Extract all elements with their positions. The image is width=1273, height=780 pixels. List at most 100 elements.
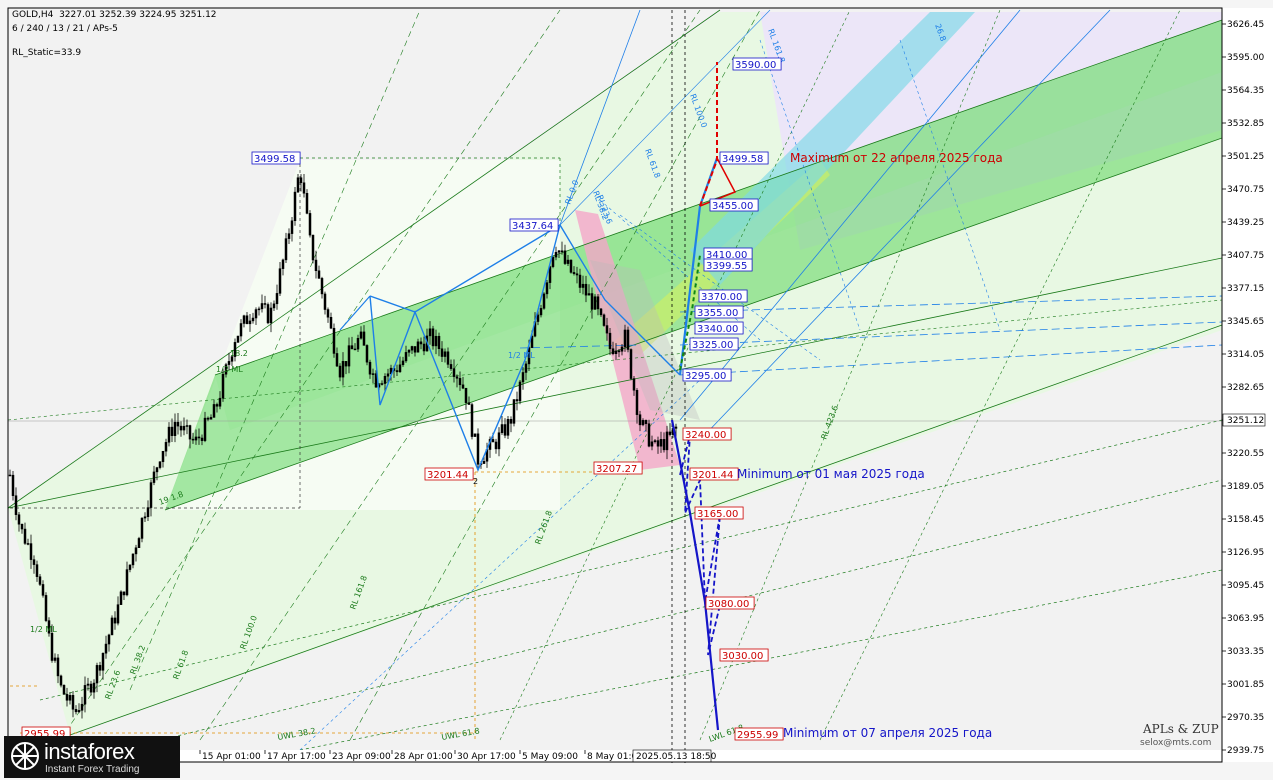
pivot-label: 3437.64 [512, 221, 553, 232]
candle-body [20, 523, 24, 530]
candle-body [368, 361, 372, 375]
candle-body [578, 274, 582, 288]
y-tick-label: 3189.05 [1227, 482, 1264, 492]
channel-label: 1/2 ML [216, 365, 243, 374]
level-box [719, 151, 769, 165]
channel-line [69, 324, 1223, 736]
y-tick-label: 3377.15 [1227, 284, 1264, 294]
y-tick-label: 3033.35 [1227, 647, 1264, 657]
y-tick-label: 3470.75 [1227, 185, 1264, 195]
candle-body [512, 399, 516, 424]
candle-body [650, 441, 654, 447]
bull-alt-path [679, 254, 701, 371]
channel-line [199, 9, 701, 741]
y-tick-label: 3626.45 [1227, 20, 1264, 30]
candle-body [506, 419, 510, 436]
candle-body [410, 346, 414, 351]
candle-body [599, 308, 603, 316]
candle-body [68, 695, 72, 701]
candle-body [50, 632, 54, 661]
candle-body [434, 335, 438, 347]
candle-body [341, 361, 345, 378]
bull-target-path [699, 62, 718, 207]
candle-body [308, 213, 312, 236]
candle-body [422, 343, 426, 352]
candle-body [605, 325, 609, 334]
candle-body [545, 282, 549, 295]
candle-body [200, 437, 204, 441]
candle-body [296, 177, 300, 193]
price-axis [1222, 8, 1273, 762]
candle-body [35, 564, 39, 577]
level-box [709, 198, 759, 212]
candle-body [197, 436, 201, 439]
candle-body [551, 256, 555, 267]
price-level-label: 3340.00 [697, 324, 738, 335]
x-tick-label: 23 Apr 09:00 [332, 752, 391, 762]
y-tick-label: 3095.45 [1227, 581, 1264, 591]
candle-body [245, 315, 249, 325]
price-level-label: 3355.00 [697, 308, 738, 319]
candle-body [236, 335, 240, 343]
candle-body [182, 425, 186, 431]
candle-body [281, 259, 285, 269]
level-box [698, 289, 748, 303]
level-box [694, 321, 744, 335]
channel-line [214, 19, 1223, 376]
candle-body [593, 296, 597, 310]
channel-line [129, 9, 421, 691]
candle-body [89, 683, 93, 693]
candle-body [302, 182, 306, 194]
candle-body [452, 368, 456, 377]
candle-body [215, 404, 219, 407]
instaforex-logo: instaforex Instant Forex Trading [4, 736, 180, 778]
x-tick-label: 5 May 09:00 [522, 752, 578, 762]
channel-line [39, 419, 1223, 701]
candle-body [8, 474, 12, 477]
candle-body [221, 373, 225, 399]
annotation-text: Minimum от 01 мая 2025 года [737, 467, 925, 481]
candle-body [482, 461, 486, 464]
level-box [705, 596, 755, 610]
pivot-label: 2955.99 [24, 729, 65, 740]
candle-body [98, 665, 102, 671]
x-tick-label: 8 May 01:00 [587, 752, 643, 762]
price-level-label: 3030.00 [722, 651, 763, 662]
candle-body [527, 347, 531, 365]
candle-body [326, 309, 330, 318]
channel-line [679, 344, 1223, 376]
candle-body [209, 417, 213, 420]
level-box [689, 337, 739, 351]
candle-body [596, 296, 600, 310]
zigzag-line [369, 224, 681, 376]
candle-body [26, 543, 30, 545]
candle-body [131, 553, 135, 566]
x-tick-label: 2025.05.13 18:50 [636, 752, 717, 762]
x-tick-label: 17 Apr 17:00 [267, 752, 326, 762]
candle-body [257, 308, 261, 311]
channel-label: 1/2 ML [508, 351, 535, 360]
watermark-title: APLs & ZUP [1143, 722, 1219, 736]
candle-body [74, 709, 78, 713]
channel-line [7, 299, 1223, 421]
bear-alt-path [679, 434, 721, 656]
current-price-box [1222, 413, 1266, 427]
candle-body [359, 331, 363, 339]
candle-body [656, 440, 660, 447]
channel-line [699, 9, 1111, 441]
pivot-box [593, 461, 643, 475]
candle-body [203, 417, 207, 441]
candle-body [29, 543, 33, 560]
annotation-text: Maximum от 22 апреля 2025 года [790, 151, 1003, 165]
candle-body [668, 431, 672, 435]
candle-body [104, 643, 108, 654]
candle-body [248, 320, 252, 325]
symbol-header: GOLD,H4 3227.01 3252.39 3224.95 3251.12 [12, 10, 217, 20]
candle-body [362, 331, 366, 346]
candle-body [557, 250, 561, 253]
candle-body [587, 293, 591, 296]
candle-body [383, 375, 387, 384]
candle-body [509, 419, 513, 424]
candle-body [92, 682, 96, 693]
